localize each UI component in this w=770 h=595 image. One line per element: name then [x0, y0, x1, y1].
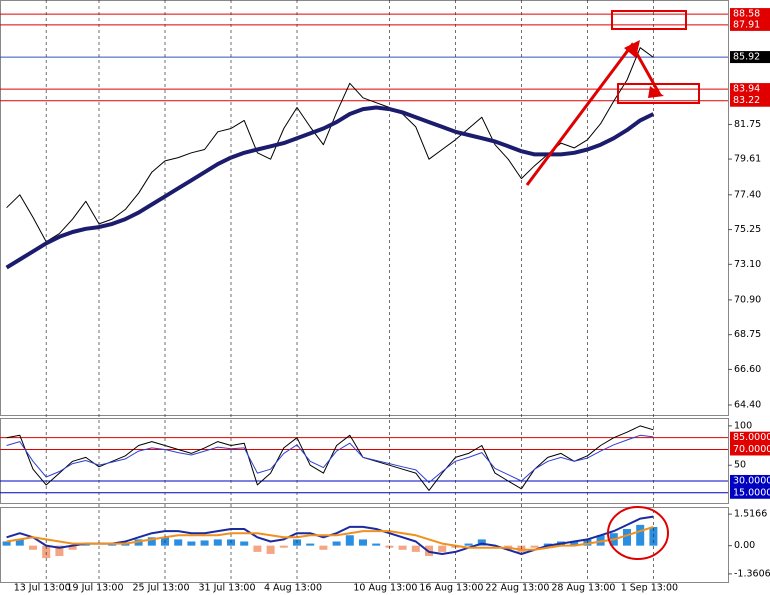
level-label-bg [730, 443, 770, 456]
panel-frame [0, 507, 729, 583]
histogram-bar [530, 545, 539, 548]
histogram-bar [279, 545, 288, 548]
panel-frame [0, 418, 729, 504]
level-label-bg [730, 8, 770, 21]
y-tick-label: 85.92 [733, 52, 760, 63]
y-tick-label: 87.91 [733, 19, 760, 30]
y-tick-label: 66.60 [734, 364, 761, 375]
histogram-bar [359, 539, 367, 546]
histogram-bar [636, 524, 645, 546]
histogram-bar [200, 540, 209, 546]
histogram-bar [187, 541, 196, 546]
annotations [525, 10, 700, 560]
y-tick-label: 83.94 [733, 84, 760, 95]
x-tick-label: 10 Aug 13:00 [353, 583, 417, 594]
series-line [6, 434, 654, 483]
histogram-bar [332, 541, 341, 546]
level-label-bg [730, 94, 770, 107]
level-box [617, 83, 700, 104]
y-tick-label: 81.75 [734, 119, 761, 130]
level-label-bg [730, 83, 770, 96]
histogram-bar [464, 543, 473, 546]
histogram-bar [477, 539, 486, 546]
y-tick-label: 68.75 [734, 329, 761, 340]
histogram-bar [2, 541, 11, 546]
y-tick-label: 64.40 [734, 399, 761, 410]
histogram-bar [68, 545, 77, 550]
arrow-head [624, 40, 640, 58]
y-tick-label: 88.58 [733, 9, 760, 20]
y-tick-label: 85.0000 [733, 432, 770, 443]
histogram-bar [266, 545, 275, 554]
x-tick-label: 31 Jul 13:00 [199, 583, 256, 594]
y-tick-label: 77.40 [734, 189, 761, 200]
y-tick-label: 0.00 [734, 540, 755, 551]
y-tick-label: 100 [734, 420, 752, 431]
y-tick-label: 1.5166 [734, 509, 767, 520]
histogram-bar [411, 545, 420, 552]
histogram-bar [570, 541, 579, 546]
series-line [6, 525, 654, 551]
histogram-bar [253, 545, 262, 552]
y-tick-label: 50 [734, 460, 746, 471]
histogram-bar [213, 539, 222, 546]
y-tick-label: 79.61 [734, 154, 761, 165]
arrow-head [648, 86, 664, 98]
x-tick-label: 1 Sep 13:00 [621, 583, 678, 594]
level-box [611, 10, 687, 30]
histogram-bar [147, 537, 156, 546]
y-tick-label: 70.0000 [733, 444, 770, 455]
level-label-bg [730, 474, 770, 487]
x-tick-label: 16 Aug 13:00 [419, 583, 483, 594]
x-tick-label: 13 Jul 13:00 [14, 583, 71, 594]
histogram-bar [29, 545, 37, 550]
x-tick-label: 25 Jul 13:00 [133, 583, 190, 594]
histogram-bar [240, 541, 249, 546]
y-tick-label: -1.3606 [734, 568, 770, 579]
x-tick-label: 19 Jul 13:00 [67, 583, 124, 594]
level-label-bg [730, 51, 770, 64]
y-tick-label: 70.90 [734, 294, 761, 305]
histogram-bar [121, 543, 130, 546]
panel-frame [0, 0, 729, 416]
x-tick-label: 22 Aug 13:00 [485, 583, 549, 594]
histogram-bar [108, 544, 117, 546]
x-tick-label: 4 Aug 13:00 [264, 583, 322, 594]
histogram-bar [306, 543, 315, 546]
series-line [5, 105, 655, 270]
histogram-bar [438, 545, 447, 552]
histogram-bar [398, 545, 407, 550]
level-label-bg [730, 431, 770, 444]
y-tick-label: 15.0000 [733, 487, 770, 498]
y-tick-label: 30.0000 [733, 475, 770, 486]
histogram-bar [55, 545, 64, 557]
histogram-bar [174, 539, 183, 546]
histogram-bar [596, 535, 605, 546]
histogram-bar [42, 545, 51, 559]
level-label-bg [730, 18, 770, 31]
histogram-bar [134, 539, 143, 546]
x-tick-label: 28 Aug 13:00 [551, 583, 615, 594]
histogram-bar [345, 535, 354, 546]
y-tick-label: 83.22 [733, 95, 760, 106]
y-tick-label: 73.10 [734, 259, 761, 270]
level-label-bg [730, 486, 770, 499]
y-tick-label: 75.25 [734, 224, 761, 235]
histogram-bar [15, 539, 24, 546]
highlight-circle [607, 506, 669, 560]
histogram-bar [319, 545, 328, 550]
histogram-bar [372, 543, 381, 546]
histogram-bar [623, 529, 631, 546]
